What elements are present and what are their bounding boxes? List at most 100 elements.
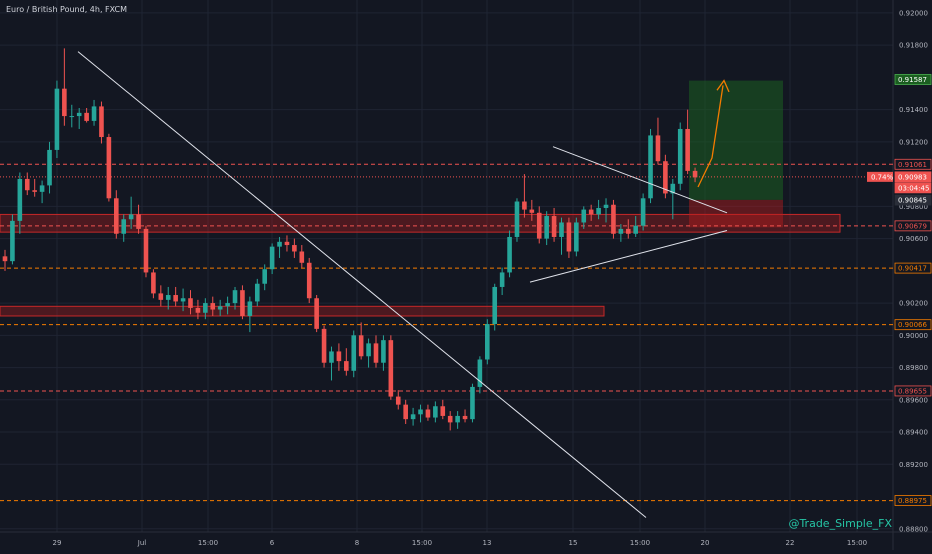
candle-body xyxy=(410,414,416,420)
candle-body xyxy=(529,209,535,213)
candle-body xyxy=(625,228,631,234)
change-percent-label: 0.74% xyxy=(871,173,894,181)
price-tag-label: 0.90066 xyxy=(898,321,927,329)
candle-body xyxy=(692,170,698,178)
candle-body xyxy=(217,306,223,310)
projection-arrow xyxy=(697,85,724,188)
candle-body xyxy=(299,251,305,263)
author-watermark: @Trade_Simple_FX xyxy=(788,517,892,530)
price-tag-label: 0.90845 xyxy=(898,197,927,205)
y-axis-tick-label: 0.90600 xyxy=(899,235,928,243)
candle-body xyxy=(551,216,557,237)
price-tag xyxy=(894,194,932,206)
candle-body xyxy=(247,301,253,316)
candle-body xyxy=(433,406,438,418)
candle-body xyxy=(514,201,520,237)
candle-body xyxy=(388,340,394,397)
candle-body xyxy=(574,222,579,252)
candle-body xyxy=(447,415,453,423)
candle-body xyxy=(581,209,587,223)
candle-body xyxy=(566,222,572,252)
y-axis-tick-label: 0.91400 xyxy=(899,106,928,114)
candle-body xyxy=(151,272,156,294)
candle-body xyxy=(114,198,119,234)
candle-body xyxy=(284,241,290,246)
x-axis-tick-label: 13 xyxy=(483,539,492,547)
candle-body xyxy=(188,298,193,308)
symbol-title: Euro / British Pound, 4h, FXCM xyxy=(6,5,128,14)
x-axis-tick-label: 22 xyxy=(786,539,795,547)
candle-body xyxy=(277,241,282,247)
candle-body xyxy=(648,135,653,199)
price-tag-label: 0.90417 xyxy=(898,265,927,273)
x-axis-tick-label: 6 xyxy=(270,539,275,547)
candle-body xyxy=(262,269,267,284)
price-tag xyxy=(894,319,932,331)
projection-arrow-head xyxy=(716,79,730,93)
candle-body xyxy=(292,245,297,252)
price-tag xyxy=(894,262,932,274)
candle-body xyxy=(588,209,594,215)
candle-body xyxy=(425,409,431,418)
candle-body xyxy=(17,178,23,221)
candle-body xyxy=(344,361,349,371)
candle-body xyxy=(329,351,334,363)
candle-body xyxy=(165,295,171,300)
descending-trendline xyxy=(77,51,647,518)
candle-body xyxy=(351,335,357,371)
candle-body xyxy=(240,290,245,316)
candle-body xyxy=(492,286,498,325)
candle-body xyxy=(455,415,460,423)
price-tag-label: 0.88975 xyxy=(898,497,927,505)
y-axis-tick-label: 0.89800 xyxy=(899,364,928,372)
candle-body xyxy=(210,303,216,310)
candle-body xyxy=(225,303,230,307)
candle-body xyxy=(663,161,668,194)
candle-body xyxy=(603,204,609,208)
x-axis-tick-label: 15:00 xyxy=(198,539,218,547)
candle-body xyxy=(670,183,676,194)
candle-body xyxy=(381,340,386,363)
candle-body xyxy=(633,225,638,234)
candle-body xyxy=(618,228,624,234)
x-axis-tick-label: Jul xyxy=(137,539,147,547)
candle-body xyxy=(358,335,364,357)
candle-body xyxy=(269,246,275,270)
candle-body xyxy=(499,272,505,287)
candle-body xyxy=(685,128,690,171)
change-percent-badge xyxy=(867,171,893,182)
candle-body xyxy=(232,290,238,304)
candle-body xyxy=(62,88,67,117)
candle-body xyxy=(32,190,37,192)
x-axis-tick-label: 15 xyxy=(569,539,578,547)
candle-body xyxy=(180,298,186,302)
candle-body xyxy=(76,112,82,117)
candle-body xyxy=(106,137,112,199)
candle-body xyxy=(559,222,564,237)
candle-body xyxy=(2,256,8,262)
candle-body xyxy=(47,149,52,186)
price-tag xyxy=(894,74,932,85)
x-axis-tick-label: 29 xyxy=(53,539,62,547)
triangle-lower-line xyxy=(529,230,728,283)
candle-body xyxy=(195,307,201,313)
candle-body xyxy=(536,212,542,239)
candle-body xyxy=(54,88,60,150)
y-axis-tick-label: 0.92000 xyxy=(899,9,928,17)
support-zone xyxy=(0,305,605,317)
candle-body xyxy=(143,228,149,273)
candle-body xyxy=(373,343,379,363)
y-axis-tick-label: 0.89400 xyxy=(899,429,928,437)
candle-body xyxy=(395,396,401,405)
candle-body xyxy=(677,128,683,184)
y-axis-tick-label: 0.90800 xyxy=(899,203,928,211)
price-tag-label: 0.90983 xyxy=(898,173,927,181)
candle-body xyxy=(69,116,75,118)
candle-body xyxy=(366,343,371,357)
candle-body xyxy=(84,112,89,121)
price-tag-label: 0.89655 xyxy=(898,387,927,395)
candle-body xyxy=(203,303,208,313)
